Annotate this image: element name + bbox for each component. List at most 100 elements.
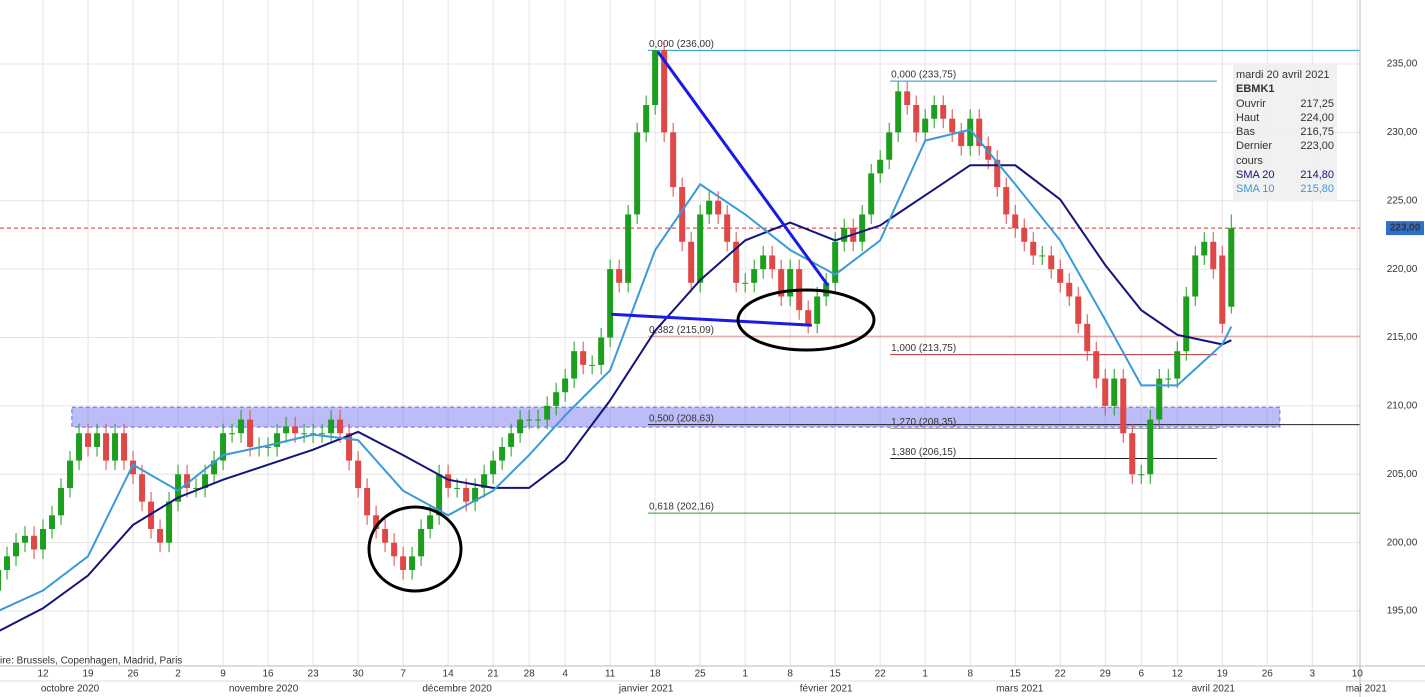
candle-body	[1093, 351, 1100, 379]
candle-body	[220, 433, 227, 461]
candle-body	[994, 159, 1001, 188]
x-tick-label: 11	[605, 669, 616, 680]
candle-body	[1102, 378, 1109, 406]
y-tick-label: 215,00	[1387, 332, 1418, 343]
candle-body	[805, 310, 812, 324]
candle-body	[535, 419, 542, 421]
y-tick-label: 200,00	[1387, 537, 1418, 548]
candle-body	[211, 460, 218, 475]
candle-body	[562, 378, 569, 393]
candle-body	[652, 50, 659, 106]
candle-body	[319, 433, 326, 435]
candle-body	[1129, 433, 1136, 475]
candle-body	[1192, 255, 1199, 297]
y-tick-label: 230,00	[1387, 127, 1418, 138]
candle-body	[238, 419, 245, 434]
candle-body	[1147, 419, 1154, 475]
candle-body	[1156, 378, 1163, 420]
candle-body	[49, 515, 56, 529]
candle-body	[715, 200, 722, 215]
candle-body	[625, 214, 632, 283]
tooltip-label: Ouvrir	[1236, 97, 1266, 110]
candle-body	[706, 200, 713, 215]
candle-body	[517, 419, 524, 434]
candle-body	[166, 501, 173, 543]
candle-body	[148, 501, 155, 529]
candle-body	[1138, 474, 1145, 476]
candle-body	[175, 474, 182, 502]
sma-line	[0, 164, 1232, 632]
y-tick-label: 195,00	[1387, 606, 1418, 617]
candle-body	[373, 515, 380, 529]
candle-body	[22, 535, 29, 543]
tooltip: mardi 20 avril 2021 EBMK1 Ouvrir 217,25 Ha…	[1233, 64, 1337, 201]
x-tick-label: 14	[443, 669, 455, 680]
x-tick-label: 30	[353, 669, 365, 680]
candle-body	[490, 460, 497, 475]
tooltip-value: 224,00	[1300, 111, 1334, 124]
candle-body	[814, 296, 821, 324]
candle-body	[778, 269, 785, 297]
candle-body	[247, 419, 254, 447]
candle-body	[841, 228, 848, 242]
candle-body	[1003, 187, 1010, 215]
x-tick-label: 21	[488, 669, 500, 680]
candle-body	[292, 426, 299, 434]
candle-body	[967, 118, 974, 147]
candle-body	[571, 351, 578, 379]
x-tick-label: 19	[82, 669, 94, 680]
candle-body	[1120, 378, 1127, 434]
tooltip-value: 216,75	[1300, 126, 1334, 139]
candle-body	[67, 460, 74, 488]
axes: 195,00 200,00 205,00 210,00 215,00 220,00 225,…	[37, 59, 1424, 695]
x-tick-label: 22	[875, 669, 887, 680]
tooltip-symbol: EBMK1	[1236, 83, 1275, 96]
candle-body	[580, 351, 587, 365]
tooltip-row: SMA 10 215,80	[1236, 182, 1334, 196]
tooltip-label: Haut	[1236, 111, 1260, 124]
highlight-circle	[736, 288, 876, 352]
candle-body	[1165, 378, 1172, 380]
candle-body	[922, 118, 929, 133]
candle-body	[589, 364, 596, 366]
candle-body	[382, 528, 389, 543]
candle-body	[751, 269, 758, 283]
x-tick-label: 8	[787, 669, 793, 680]
candle-body	[499, 446, 506, 461]
month-label: avril 2021	[1192, 684, 1236, 695]
x-tick-label: 4	[562, 669, 568, 680]
candle-body	[283, 426, 290, 434]
x-tick-label: 18	[650, 669, 662, 680]
x-tick-label: 10	[1352, 669, 1364, 680]
tooltip-rows: Ouvrir 217,25 Haut 224,00 Bas 216,75 Dernier c…	[1236, 97, 1334, 197]
candle-body	[859, 214, 866, 242]
candle-body	[463, 487, 470, 502]
y-tick-label: 235,00	[1387, 59, 1418, 70]
candle-body	[616, 269, 623, 283]
candle-body	[418, 528, 425, 557]
candle-body	[85, 433, 92, 447]
candle-body	[472, 487, 479, 502]
candle-body	[202, 474, 209, 488]
candle-body	[913, 105, 920, 133]
candle-body	[31, 535, 38, 550]
y-tick-label: 205,00	[1387, 469, 1418, 480]
x-tick-label: 16	[263, 669, 275, 680]
x-tick-label: 7	[400, 669, 406, 680]
candle-body	[931, 105, 938, 119]
x-tick-label: 23	[308, 669, 320, 680]
x-tick-label: 8	[967, 669, 973, 680]
fib-label: 0,000 (233,75)	[891, 70, 956, 81]
candle-body	[679, 187, 686, 242]
fib-label: 1,000 (213,75)	[891, 343, 956, 354]
highlight-circle	[367, 505, 463, 593]
fib-label: 1,380 (206,15)	[891, 447, 956, 458]
candle-body	[157, 528, 164, 543]
x-tick-label: 9	[220, 669, 226, 680]
candle-body	[301, 433, 308, 435]
candle-body	[904, 91, 911, 106]
candle-body	[1075, 296, 1082, 324]
x-tick-label: 29	[1100, 669, 1112, 680]
candle-body	[1111, 378, 1118, 406]
candle-body	[544, 405, 551, 420]
